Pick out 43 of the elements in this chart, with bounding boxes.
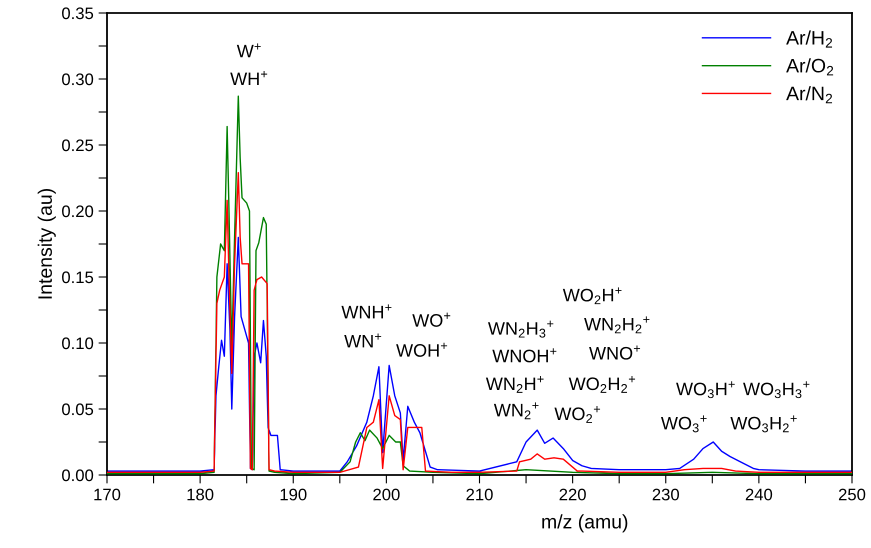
y-axis-title: Intensity (au) [38, 189, 56, 298]
annotation: WOH$^{+}$ [396, 342, 448, 357]
line-series [107, 236, 852, 472]
annotation: WO$_{2}$H$_{2}$$^{+}$ [568, 376, 636, 393]
annotation: WH$^{+}$ [230, 71, 268, 86]
y-tick-label: 0.15 [62, 271, 94, 284]
x-tick-label: 200 [373, 488, 400, 500]
annotation: WO$_{2}$H$^{+}$ [562, 287, 622, 304]
x-axis-title: m/z (amu) [542, 514, 628, 532]
line-series [107, 172, 852, 474]
x-tick-label: 240 [746, 488, 772, 500]
annotation: WN$_{2}$H$_{3}$$^{+}$ [488, 320, 554, 338]
y-tick-label: 0.00 [62, 469, 94, 482]
annotation: W$^{+}$ [236, 43, 261, 58]
y-tick-label: 0.05 [62, 403, 94, 416]
annotation: WO$_{3}$H$^{+}$ [676, 381, 735, 398]
annotation: WO$^{+}$ [412, 312, 450, 327]
x-tick-label: 180 [187, 488, 214, 500]
annotation: WNO$^{+}$ [589, 345, 640, 360]
y-tick-label: 0.20 [62, 205, 94, 218]
annotation: WO$_{3}$H$_{2}$$^{+}$ [730, 415, 797, 432]
x-tick-label: 210 [466, 488, 493, 500]
annotation: WN$^{+}$ [344, 333, 382, 348]
y-tick-label: 0.10 [62, 337, 94, 350]
x-tick-label: 250 [838, 488, 866, 500]
y-tick-label: 0.35 [62, 7, 94, 20]
legend-label: Ar/H$_{2}$ [786, 30, 832, 48]
x-tick-label: 170 [94, 488, 120, 500]
annotation: WO$_{3}$H$_{3}$$^{+}$ [743, 381, 810, 398]
annotation: WN$_{2}$$^{+}$ [494, 402, 538, 420]
annotation: WNOH$^{+}$ [492, 348, 556, 362]
y-tick-label: 0.30 [62, 73, 94, 86]
y-tick-label: 0.25 [62, 139, 94, 152]
x-tick-label: 230 [652, 488, 680, 500]
legend-label: Ar/O$_{2}$ [786, 58, 834, 76]
annotation: WNH$^{+}$ [341, 304, 392, 318]
x-tick-label: 220 [560, 488, 586, 500]
annotation: WN$_{2}$H$_{2}$$^{+}$ [584, 316, 650, 334]
x-tick-label: 190 [280, 488, 307, 500]
annotation: WO$_{2}$$^{+}$ [554, 406, 600, 423]
legend-label: Ar/N$_{2}$ [786, 86, 832, 104]
annotation: WO$_{3}$$^{+}$ [660, 415, 707, 432]
annotation: WN$_{2}$H$^{+}$ [486, 376, 544, 393]
